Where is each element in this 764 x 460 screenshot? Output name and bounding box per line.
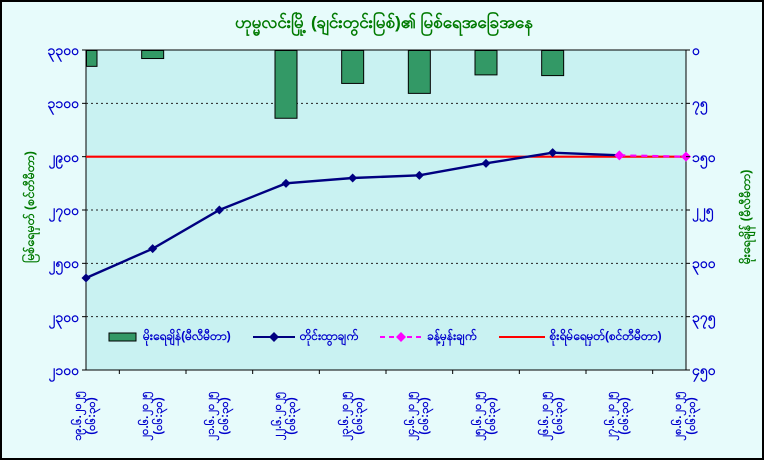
forecast-legend-marker-icon [380, 332, 423, 342]
left-axis-tick-label: ၂၃၀၀ [48, 308, 79, 325]
x-label-time: (၀၆:၃၀) [619, 397, 632, 435]
forecast-polyline [619, 154, 687, 158]
left-axis-tick-label: ၂၇၀၀ [48, 202, 79, 218]
measured-point [214, 205, 224, 215]
left-axis-tick-label: ၂၁၀၀ [48, 362, 79, 378]
x-label-date: ၂၁.၆.၂၀၂၅ [205, 391, 218, 441]
x-axis-label: ၁၉.၆.၂၀၂၅ (၀၆:၃၀) [71, 370, 101, 458]
x-label-time: (၀၆:၃၀) [419, 397, 432, 435]
measured-point [548, 148, 558, 158]
legend-item-danger: စိုးရိမ်ရေမှတ်(စင်တီမီတာ) [498, 328, 662, 346]
x-label-date: ၂၅.၆.၂၀၂၅ [472, 391, 484, 441]
chart-title: ဟုမ္မလင်းမြို့ (ချင်းတွင်းမြစ်)၏ မြစ်ရေအ… [235, 13, 533, 32]
left-axis-title: မြစ်ရေမှတ် (စင်တီမီတာ) [23, 151, 37, 263]
x-label-date: ၁၉.၆.၂၀၂၅ [72, 390, 84, 442]
left-axis-tick-label: ၂၉၀၀ [48, 148, 79, 165]
x-label-date: ၂၆.၆.၂၀၂၅ [538, 391, 551, 441]
x-axis-label: ၂၃.၆.၂၀၂၅ (၀၆:၃၀) [338, 370, 368, 458]
right-axis-tick-label: ၃၀၀ [692, 255, 716, 272]
legend-label-rainfall: မိုးရေချိန်(မီလီမီတာ) [143, 329, 231, 343]
x-label-time: (၀၆:၃၀) [286, 397, 298, 435]
legend-label-danger: စိုးရိမ်ရေမှတ်(စင်တီမီတာ) [549, 329, 662, 343]
legend-label-forecast: ခန့်မှန်းချက် [427, 329, 477, 343]
x-label-date: ၂၈.၆.၂၀၂၅ [672, 391, 684, 441]
rainfall-bar [341, 50, 365, 84]
left-axis-tick-label: ၂၅၀၀ [48, 255, 79, 272]
measured-point [348, 173, 358, 183]
right-axis-tick-label: ၀ [692, 42, 700, 58]
axes-and-ticks [82, 49, 690, 374]
right-axis-title: မိုးရေချိန် (မီလီမီတာ) [739, 169, 753, 265]
legend-item-measured: တိုင်းထွာချက် [252, 328, 359, 346]
rainfall-bar [407, 50, 431, 94]
measured-line [81, 148, 624, 283]
right-axis-tick-label: ၁၅၀ [692, 148, 716, 165]
x-axis-label: ၂၄.၆.၂၀၂၅ (၀၆:၃၀) [404, 370, 434, 458]
x-axis-label: ၂၅.၆.၂၀၂၅ (၀၆:၃၀) [471, 370, 501, 458]
legend: မိုးရေချိန်(မီလီမီတာ) တိုင်းထွာချက် ခန့်… [108, 328, 668, 346]
legend-label-measured: တိုင်းထွာချက် [299, 329, 359, 343]
right-axis-tick-label: ၄၅၀ [692, 362, 716, 378]
x-axis-label: ၂၆.၆.၂၀၂၅ (၀၆:၃၀) [538, 370, 568, 458]
measured-point [481, 158, 491, 168]
x-label-date: ၂၀.၆.၂၀၂၅ [138, 391, 151, 441]
x-label-time: (၀၆:၃၀) [686, 397, 698, 435]
x-axis-label: ၂၁.၆.၂၀၂၅ (၀၆:၃၀) [204, 370, 234, 458]
legend-item-forecast: ခန့်မှန်းချက် [380, 328, 477, 346]
x-label-date: ၂၄.၆.၂၀၂၅ [405, 391, 418, 441]
rainfall-legend-swatch-icon [108, 332, 137, 342]
rainfall-bars [86, 50, 565, 119]
left-axis-tick-label: ၃၁၀၀ [47, 95, 80, 112]
measured-point [281, 178, 291, 188]
rainfall-bar [474, 50, 498, 76]
measured-legend-marker-icon [252, 332, 295, 342]
x-axis-label: ၂၇.၆.၂၀၂၅ (၀၆:၃၀) [604, 370, 634, 458]
x-axis-label: ၂၀.၆.၂၀၂၅ (၀၆:၃၀) [138, 370, 168, 458]
x-label-time: (၀၆:၃၀) [552, 397, 565, 435]
x-label-date: ၂၃.၆.၂၀၂၅ [338, 391, 351, 441]
right-axis-tick-label: ၂၂၅ [692, 202, 714, 218]
x-label-time: (၀၆:၃၀) [152, 397, 165, 435]
x-label-time: (၀၆:၃၀) [86, 397, 98, 435]
right-axis-tick-label: ၃၇၅ [692, 308, 716, 325]
x-axis-label: ၂၈.၆.၂၀၂၅ (၀၆:၃၀) [671, 370, 701, 458]
measured-point [414, 170, 424, 180]
rainfall-bar [541, 50, 565, 77]
measured-point [148, 244, 158, 254]
danger-legend-marker-icon [498, 336, 545, 338]
x-label-date: ၂၂.၆.၂၀၂၅ [272, 391, 284, 441]
x-label-time: (၀၆:၃၀) [352, 397, 365, 435]
rainfall-bar [274, 50, 298, 119]
rainfall-bar [141, 50, 165, 60]
x-label-time: (၀၆:၃၀) [486, 397, 498, 435]
x-axis-label: ၂၂.၆.၂၀၂၅ (၀၆:၃၀) [271, 370, 301, 458]
rainfall-bar [86, 50, 98, 67]
x-label-date: ၂၇.၆.၂၀၂၅ [605, 391, 618, 441]
x-label-time: (၀၆:၃၀) [219, 397, 232, 435]
legend-item-rainfall: မိုးရေချိန်(မီလီမီတာ) [108, 328, 231, 346]
left-axis-tick-label: ၃၃၀၀ [47, 42, 80, 58]
right-axis-tick-label: ၇၅ [692, 95, 708, 112]
forecast-point [614, 150, 625, 161]
measured-point [81, 273, 91, 283]
